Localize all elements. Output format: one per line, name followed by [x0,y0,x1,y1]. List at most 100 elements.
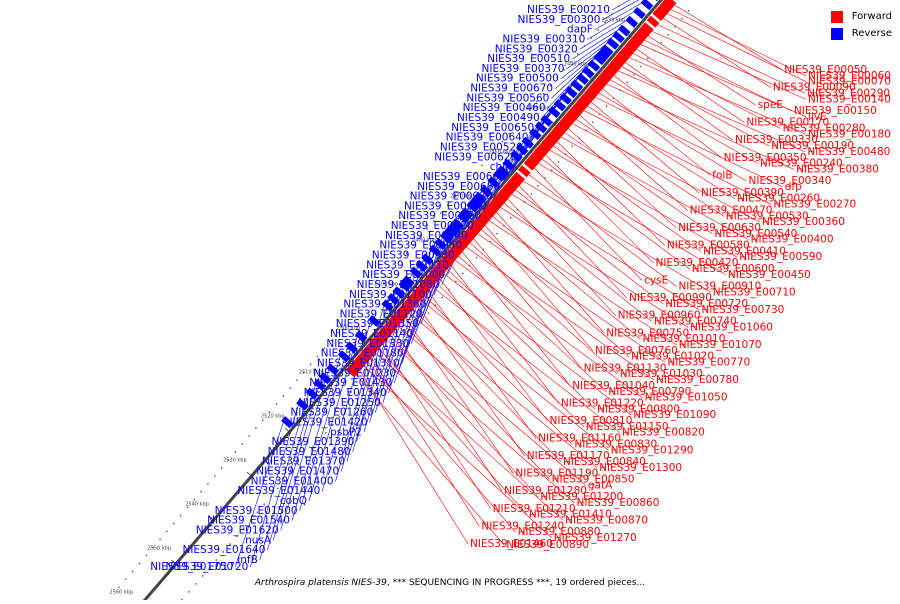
forward-gene-label: NIES39_E01220 [561,397,644,409]
forward-gene-label: NIES39_E00050 [784,64,867,76]
reverse-leader-line [547,56,597,109]
forward-leader-line [370,356,480,527]
forward-gene-label: NIES39_E01150 [586,421,669,433]
forward-leader-line [605,83,795,170]
reverse-gene-label: NIES39_E01620 [196,524,279,536]
scale-tick-label: 2550 kbp [147,546,171,552]
forward-leader-line [404,316,514,474]
forward-gene-label: dfp [785,181,802,193]
scale-tick-label: 2430 kbp [602,18,626,24]
forward-leader-line [423,294,573,445]
forward-leader-line [567,127,677,229]
caption-status: , *** SEQUENCING IN PROGRESS ***, 19 ord… [386,578,646,588]
reverse-gene [559,92,572,105]
forward-leader-line [502,201,653,322]
reverse-gene [655,0,659,2]
forward-leader-line [377,347,528,515]
scale-tick-label: 2440 kbp [564,62,588,68]
scale-tick [625,31,632,38]
forward-leader-line [646,34,756,106]
reverse-gene-label: NIES39_E01100 [349,289,432,301]
reverse-leader-line [611,0,630,11]
forward-gene-label: gatA [588,479,613,491]
forward-gene-label: NIES39_E01130 [584,362,667,374]
scale-tick-label: 2470 kbp [450,194,474,200]
forward-gene-label: NIES39_E00760 [595,345,678,357]
forward-gene [646,15,660,28]
reverse-gene-label: NIES39_E01260 [290,407,373,419]
forward-gene-label: speE [758,99,783,111]
reverse-gene [296,398,309,411]
forward-gene-label: NIES39_E01300 [599,462,682,474]
forward-leader-line [355,373,505,546]
scale-tick-label: 2510 kbp [299,370,323,376]
forward-gene-label: NIES39_E01270 [554,532,637,544]
forward-leader-line [472,237,582,369]
forward-gene-label: cysE [644,275,668,287]
reverse-gene-label: NIES39_E01500 [215,505,298,517]
reverse-leader-line [388,241,438,394]
legend: Forward Reverse [830,8,892,42]
reverse-gene-label: NIES39_E00920 [391,220,474,232]
reverse-gene-label: NIES39_E01330 [326,338,409,350]
forward-gene-label: NIES39_E01410 [529,509,612,521]
forward-gene-label: NIES39_E00810 [550,415,633,427]
forward-leader-line [411,307,562,463]
forward-gene-label: NIES39_E00880 [518,526,601,538]
forward-gene-label: NIES39_E01020 [631,351,714,363]
forward-gene-label: NIES39_E00240 [760,158,843,170]
reverse-gene-label: NIES39_E01230 [313,367,396,379]
forward-gene-label: NIES39_E00860 [577,497,660,509]
reverse-gene-label: NIES39_E00700 [398,210,481,222]
reverse-gene-label: NIES39_E01360 [343,299,426,311]
forward-leader-line [620,65,770,147]
reverse-gene [439,231,453,244]
reverse-gene-label: dapF [567,24,593,36]
forward-gene-label: NIES39_E00720 [665,298,748,310]
forward-gene-label: NIES39_E01160 [538,433,621,445]
forward-leader-line [374,351,564,521]
reverse-leader-line [571,27,622,60]
forward-leader-line [427,290,537,439]
forward-leader-line [434,281,584,428]
reverse-gene-label: chlP [490,161,512,173]
forward-gene [517,165,531,178]
forward-gene-label: NIES39_E00590 [739,251,822,263]
reverse-gene [510,149,523,163]
forward-leader-line [476,232,666,363]
forward-leader-line [661,17,772,88]
reverse-gene-label: cobQ [280,495,307,507]
reverse-leader-line [579,19,629,50]
forward-gene-label: NIES39_E00710 [713,286,796,298]
reverse-gene [576,72,589,86]
forward-gene-label: NIES39_E00850 [552,474,635,486]
forward-gene-label: NIES39_E00470 [690,204,773,216]
forward-leader-line [527,173,677,287]
reverse-gene-label: NIES39_E00370 [482,63,565,75]
forward-leader-line [597,91,747,182]
reverse-gene [564,86,578,99]
scale-tick [322,383,330,390]
forward-leader-line [419,298,609,451]
forward-leader-line [548,149,738,258]
legend-forward-label: Forward [851,11,892,22]
forward-gene-label: NIES39_E00820 [622,427,705,439]
forward-gene-label: NIES39_E00540 [714,228,797,240]
gene-features [280,0,677,429]
reverse-gene [415,259,429,273]
reverse-gene [587,59,601,72]
forward-gene-label: NIES39_E01210 [493,503,576,515]
forward-gene-label: NIES39_E01290 [611,444,694,456]
forward-leader-line [415,303,526,457]
forward-leader-line [381,342,491,509]
forward-gene-label: NIES39_E00770 [667,357,750,369]
reverse-gene-label: NIES39_E01440 [237,485,320,497]
forward-gene-label: NIES39_E00090 [773,82,856,94]
forward-leader-line [616,69,806,153]
forward-leader-line [639,43,807,118]
forward-leader-line [544,153,654,264]
reverse-gene-label: NIES39_E00620 [434,151,517,163]
forward-gene-label: NIES39_E01280 [504,485,587,497]
reverse-gene-label: NIES39_E00950 [379,240,462,252]
reverse-gene-label: NIES39_E00930 [410,191,493,203]
